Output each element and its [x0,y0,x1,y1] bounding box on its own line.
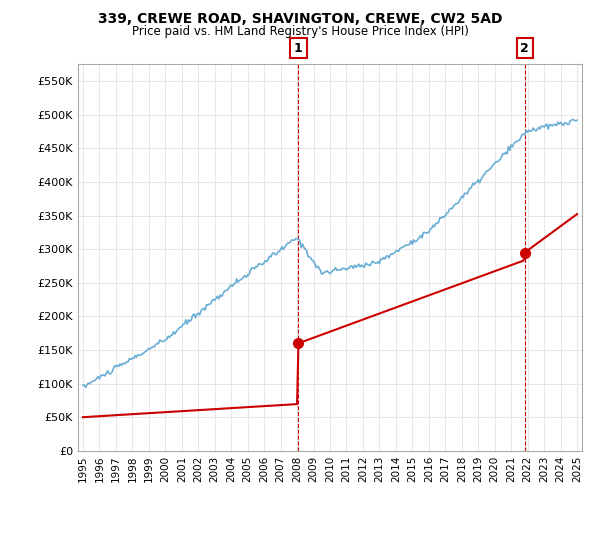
Text: Price paid vs. HM Land Registry's House Price Index (HPI): Price paid vs. HM Land Registry's House … [131,25,469,38]
Text: 339, CREWE ROAD, SHAVINGTON, CREWE, CW2 5AD: 339, CREWE ROAD, SHAVINGTON, CREWE, CW2 … [98,12,502,26]
Text: 2: 2 [520,42,529,55]
Text: 1: 1 [294,42,303,55]
